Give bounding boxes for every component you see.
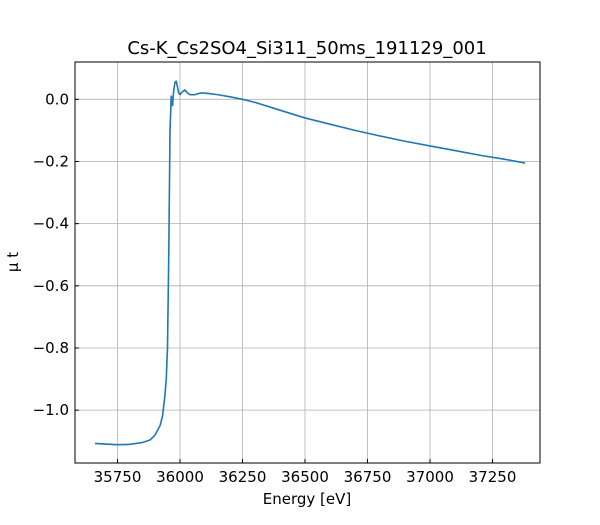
y-tick-label: −1.0 xyxy=(33,401,69,419)
y-tick-label: −0.6 xyxy=(33,277,69,295)
grid-layer xyxy=(75,62,540,463)
tick-layer: 35750 36000 36250 36500 36750 37000 37250 −1.0 −… xyxy=(33,90,517,486)
x-axis-label: Energy [eV] xyxy=(263,490,351,508)
series-line xyxy=(94,80,526,446)
x-tick-label: 36750 xyxy=(344,468,392,486)
x-tick-label: 36500 xyxy=(281,468,329,486)
y-tick-label: −0.2 xyxy=(33,152,69,170)
x-tick-label: 35750 xyxy=(94,468,142,486)
y-tick-label: −0.8 xyxy=(33,339,69,357)
series-layer xyxy=(94,80,526,446)
x-tick-label: 36000 xyxy=(156,468,204,486)
plot-frame xyxy=(74,61,541,464)
x-tick-label: 37000 xyxy=(406,468,454,486)
y-tick-label: 0.0 xyxy=(45,90,69,108)
chart-title: Cs-K_Cs2SO4_Si311_50ms_191129_001 xyxy=(127,38,486,59)
x-tick-label: 37250 xyxy=(469,468,517,486)
y-tick-label: −0.4 xyxy=(33,215,69,233)
y-axis-label: μ t xyxy=(4,252,22,272)
x-tick-label: 36250 xyxy=(219,468,267,486)
